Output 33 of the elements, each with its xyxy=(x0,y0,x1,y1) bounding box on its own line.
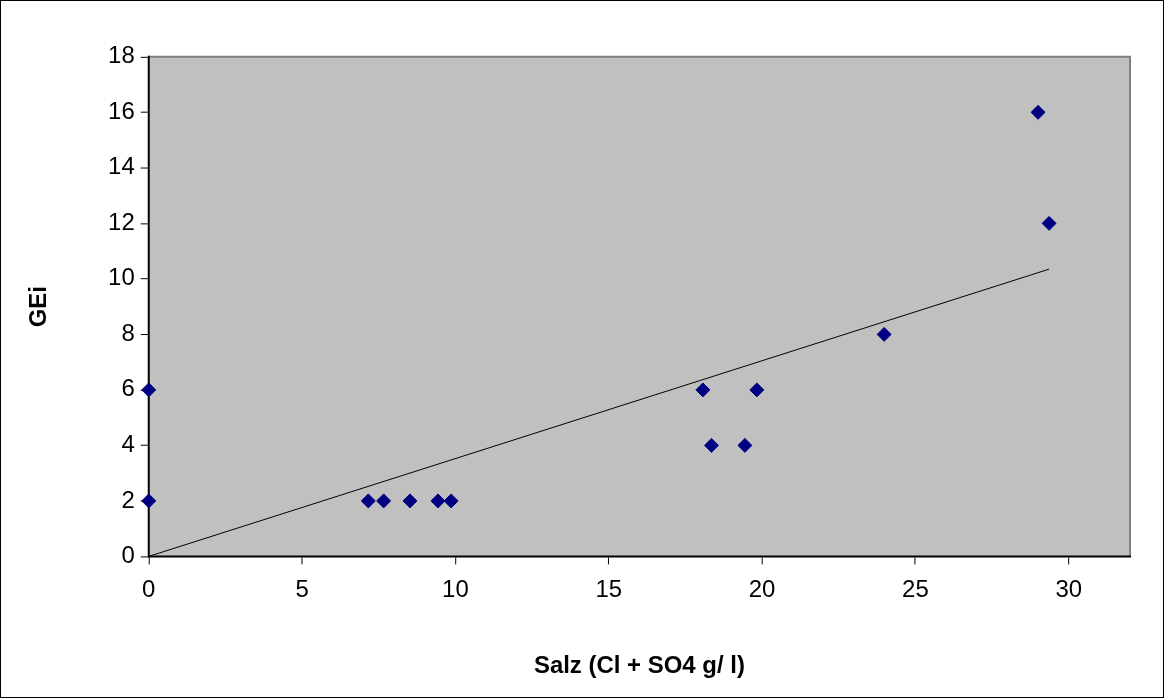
point xyxy=(703,437,719,453)
point xyxy=(141,382,157,398)
point xyxy=(737,437,753,453)
y-tick-label: 0 xyxy=(121,541,135,569)
point xyxy=(430,493,446,509)
x-tick-label: 0 xyxy=(142,575,156,603)
y-tick-label: 2 xyxy=(121,485,135,513)
y-tick-label: 8 xyxy=(121,318,135,346)
point xyxy=(376,493,392,509)
x-tick-label: 30 xyxy=(1055,575,1083,603)
point xyxy=(360,493,376,509)
y-tick-label: 14 xyxy=(108,152,135,180)
x-tick-label: 10 xyxy=(442,575,469,603)
y-tick-label: 4 xyxy=(121,430,135,457)
x-tick-label: 15 xyxy=(595,575,623,603)
x-axis-title: Salz (Cl + SO4 g/ l) xyxy=(533,651,745,679)
y-axis-title: GEi xyxy=(23,286,51,328)
point xyxy=(443,493,459,509)
x-tick-label: 25 xyxy=(902,575,929,603)
point xyxy=(1030,104,1046,120)
point xyxy=(1041,215,1057,231)
point xyxy=(876,326,892,342)
point xyxy=(695,382,711,398)
x-tick-label: 5 xyxy=(295,575,309,603)
y-tick-label: 18 xyxy=(108,41,135,69)
point xyxy=(402,493,418,509)
point xyxy=(749,382,765,398)
y-tick-label: 12 xyxy=(108,207,135,235)
y-tick-label: 10 xyxy=(108,263,135,291)
point xyxy=(141,493,157,509)
y-tick-label: 6 xyxy=(121,374,135,402)
x-tick-label: 20 xyxy=(748,575,776,603)
y-tick-label: 16 xyxy=(108,96,135,124)
